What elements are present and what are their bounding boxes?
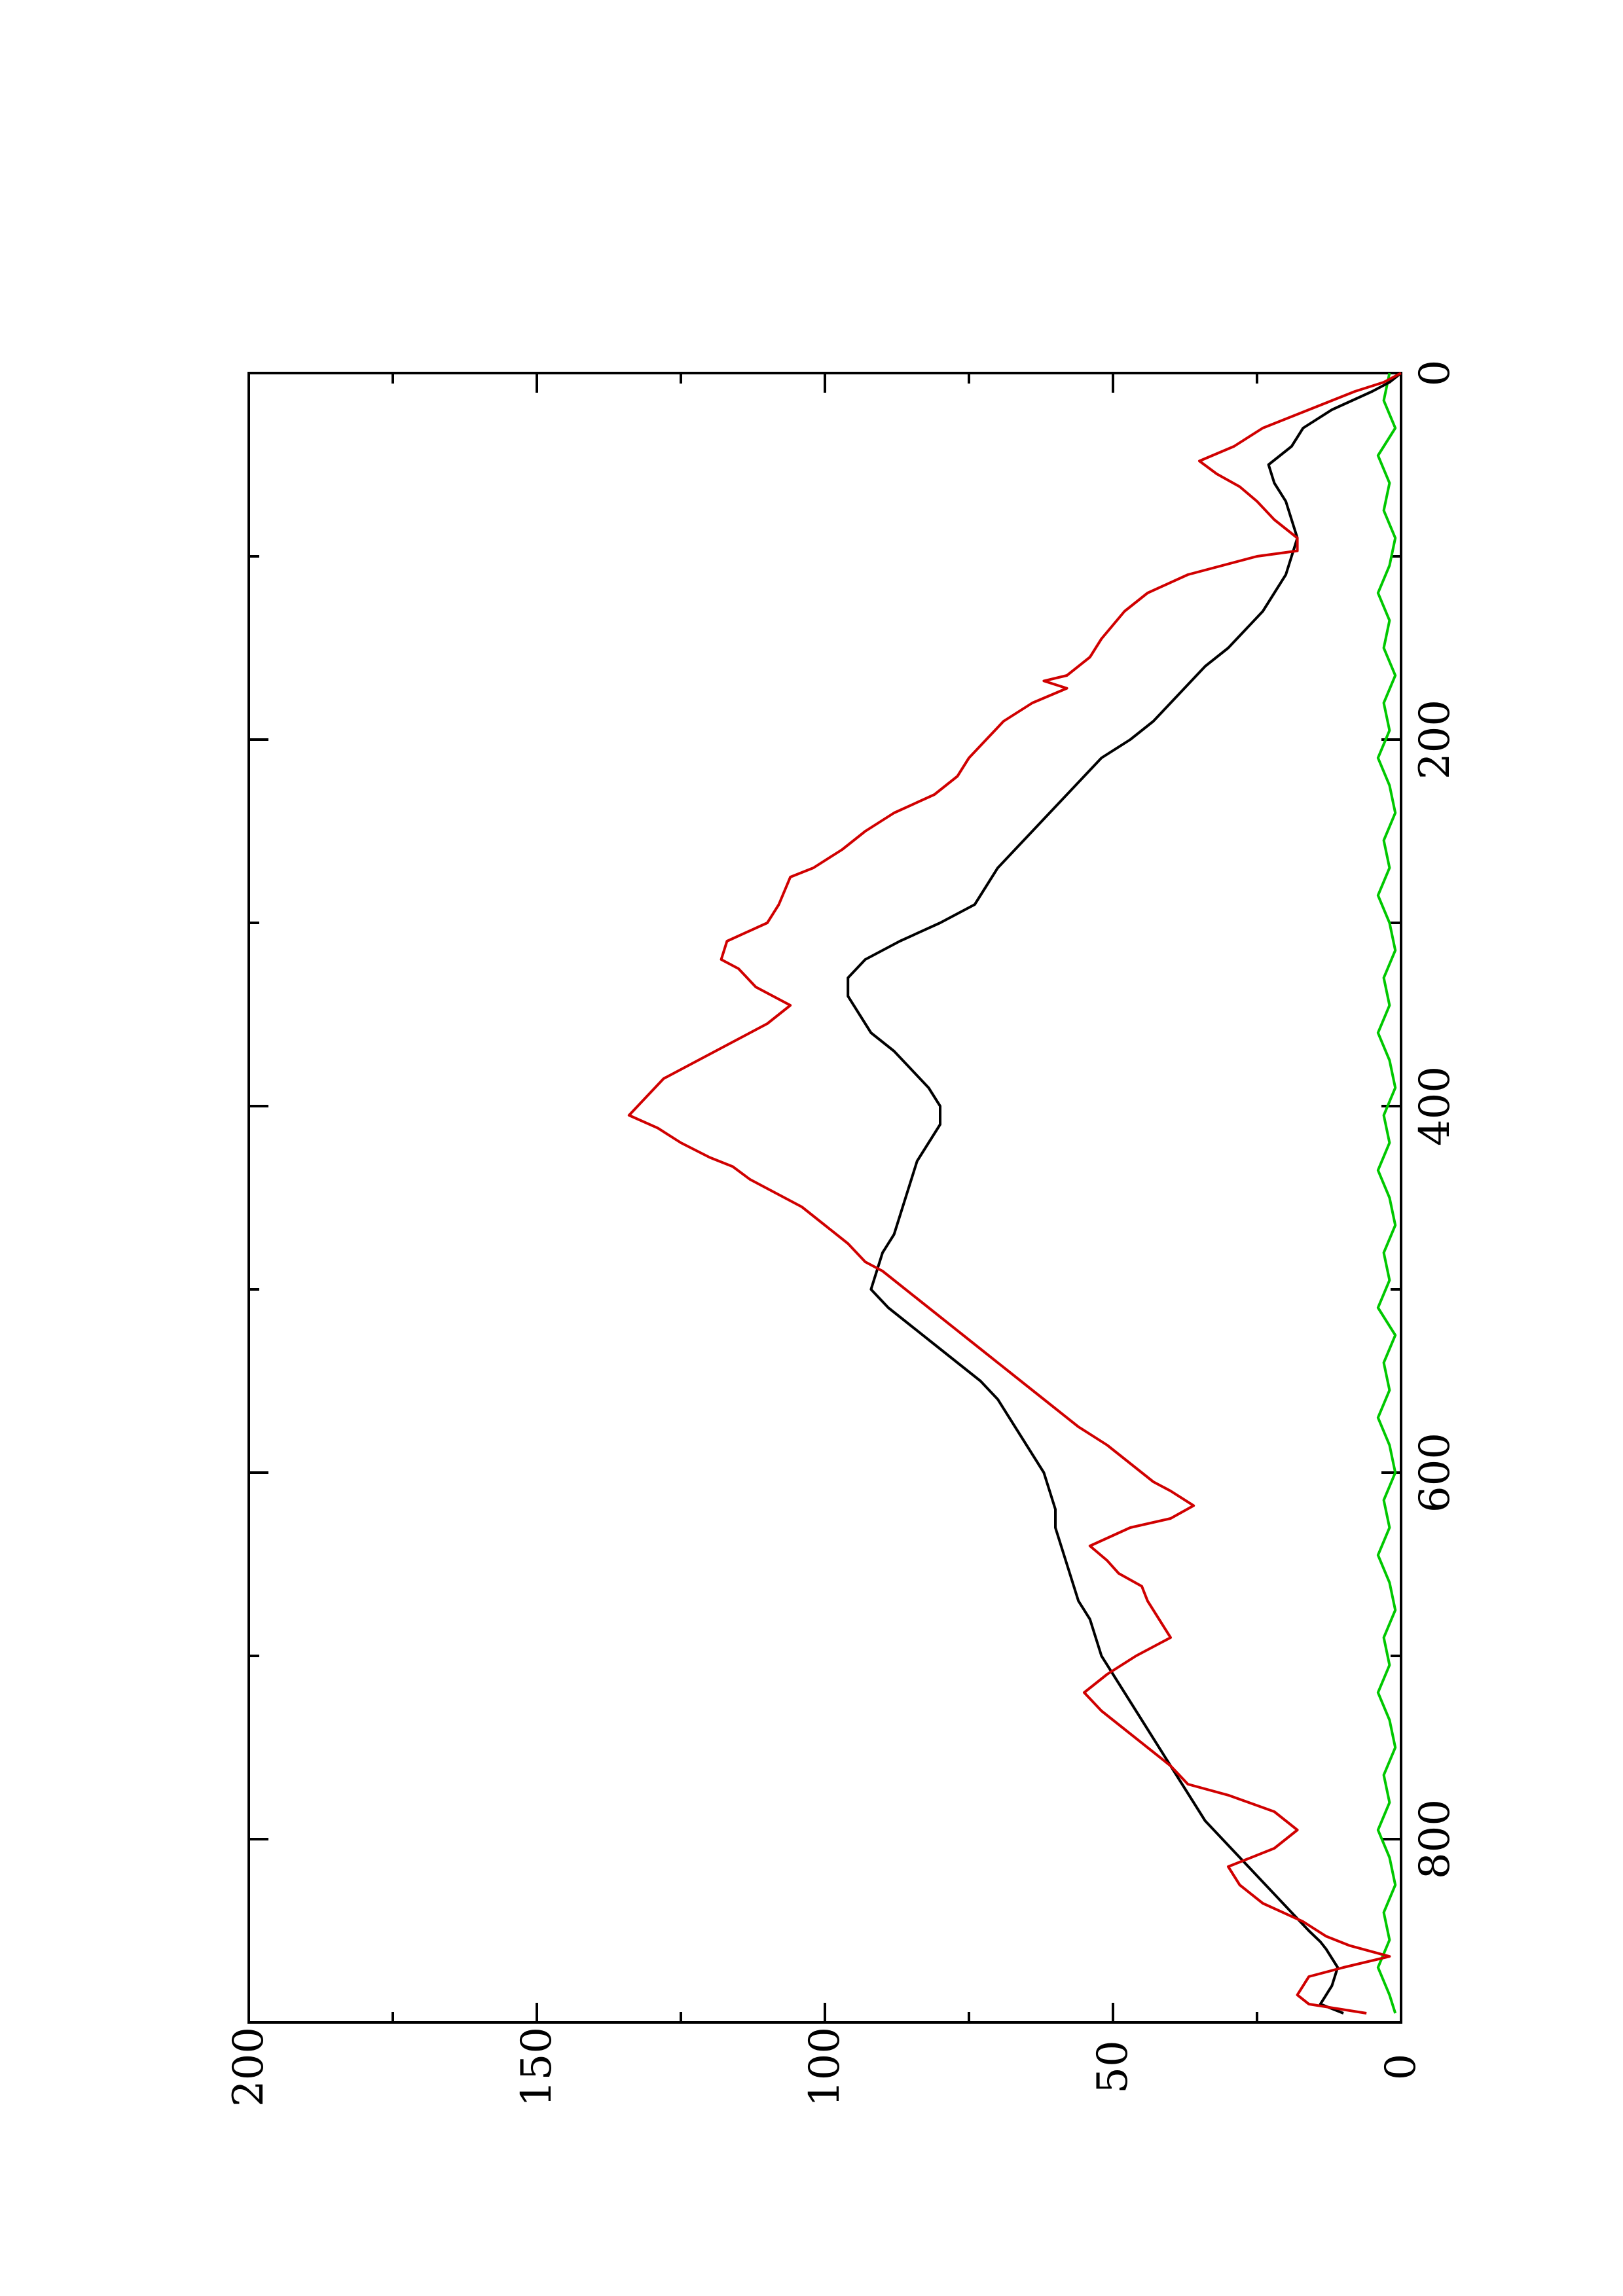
x-tick-label: 400 — [1411, 1066, 1459, 1146]
series-line-1 — [627, 372, 1402, 2015]
series-line-3 — [1376, 372, 1397, 2014]
series-line-2 — [847, 372, 1402, 2015]
y-tick-label: 100 — [801, 2027, 849, 2107]
plot-area: 0 200 400 600 800 0 50 100 150 200 — [225, 360, 1459, 2107]
y-tick-label: 50 — [1089, 2040, 1137, 2093]
x-tick-label: 200 — [1411, 700, 1459, 780]
x-tick-label: 0 — [1411, 360, 1459, 387]
y-tick-label: 150 — [513, 2027, 561, 2107]
y-tick-label: 0 — [1377, 2054, 1425, 2081]
y-tick-label: 200 — [225, 2027, 273, 2107]
x-tick-label: 800 — [1411, 1799, 1459, 1879]
plot-frame — [247, 372, 1402, 2024]
x-tick-label: 600 — [1411, 1433, 1459, 1513]
